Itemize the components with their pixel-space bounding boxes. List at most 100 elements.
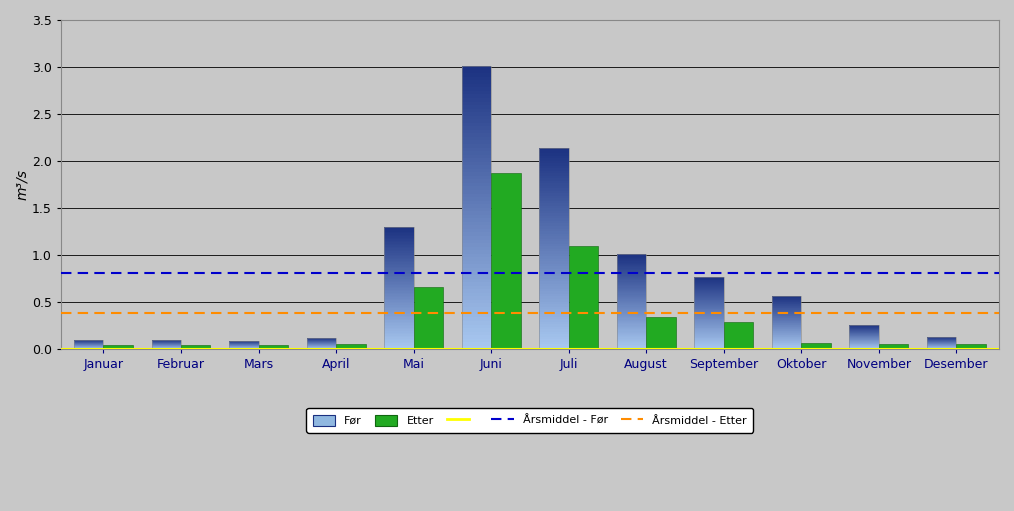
Bar: [617, 326, 646, 327]
Bar: [539, 321, 569, 324]
Bar: [539, 163, 569, 166]
Bar: [461, 324, 491, 328]
Bar: [772, 347, 801, 348]
Bar: [539, 261, 569, 264]
Bar: [617, 279, 646, 281]
Bar: [539, 148, 569, 350]
Bar: [772, 329, 801, 330]
Bar: [772, 340, 801, 341]
Bar: [695, 285, 724, 286]
Bar: [414, 287, 443, 350]
Bar: [461, 346, 491, 350]
Bar: [461, 161, 491, 165]
Bar: [384, 277, 414, 279]
Bar: [695, 301, 724, 302]
Bar: [617, 270, 646, 271]
Bar: [461, 201, 491, 204]
Bar: [695, 339, 724, 340]
Bar: [617, 266, 646, 267]
Bar: [772, 314, 801, 315]
Bar: [461, 91, 491, 95]
Bar: [461, 289, 491, 293]
Bar: [384, 279, 414, 281]
Bar: [384, 276, 414, 277]
Bar: [461, 109, 491, 112]
Bar: [695, 294, 724, 295]
Bar: [772, 307, 801, 308]
Bar: [539, 153, 569, 155]
Bar: [461, 278, 491, 282]
Bar: [617, 311, 646, 313]
Bar: [539, 228, 569, 231]
Bar: [617, 308, 646, 309]
Bar: [461, 261, 491, 264]
Bar: [384, 236, 414, 238]
Bar: [695, 338, 724, 339]
Bar: [461, 317, 491, 321]
Bar: [695, 325, 724, 326]
Bar: [772, 339, 801, 340]
Bar: [617, 271, 646, 272]
Bar: [695, 306, 724, 307]
Bar: [384, 327, 414, 328]
Bar: [695, 300, 724, 301]
Bar: [617, 336, 646, 337]
Bar: [539, 339, 569, 342]
Bar: [384, 253, 414, 254]
Bar: [617, 319, 646, 321]
Bar: [539, 309, 569, 312]
Bar: [539, 304, 569, 307]
Bar: [772, 330, 801, 331]
Bar: [772, 323, 801, 324]
Bar: [491, 173, 520, 350]
Bar: [695, 303, 724, 304]
Bar: [461, 66, 491, 69]
Bar: [695, 322, 724, 323]
Bar: [384, 339, 414, 340]
Bar: [384, 251, 414, 253]
Bar: [617, 328, 646, 329]
Bar: [695, 347, 724, 349]
Bar: [539, 206, 569, 208]
Bar: [695, 278, 724, 280]
Bar: [772, 311, 801, 312]
Bar: [695, 319, 724, 320]
Bar: [695, 330, 724, 331]
Bar: [617, 297, 646, 298]
Bar: [384, 244, 414, 245]
Bar: [384, 238, 414, 239]
Bar: [617, 314, 646, 315]
Bar: [617, 289, 646, 290]
Bar: [384, 233, 414, 235]
Bar: [617, 306, 646, 307]
Bar: [384, 300, 414, 302]
Bar: [695, 336, 724, 337]
Bar: [461, 95, 491, 98]
Bar: [461, 342, 491, 346]
Bar: [695, 299, 724, 300]
Bar: [695, 318, 724, 319]
Bar: [384, 325, 414, 327]
Bar: [461, 144, 491, 148]
Bar: [461, 300, 491, 304]
Bar: [539, 334, 569, 337]
Bar: [461, 271, 491, 275]
Bar: [461, 165, 491, 169]
Bar: [384, 294, 414, 296]
Bar: [461, 133, 491, 137]
Bar: [772, 318, 801, 319]
Bar: [617, 292, 646, 293]
Bar: [461, 215, 491, 218]
Bar: [617, 283, 646, 284]
Bar: [461, 98, 491, 102]
Bar: [539, 216, 569, 218]
Bar: [617, 257, 646, 258]
Bar: [772, 334, 801, 335]
Bar: [617, 265, 646, 266]
Bar: [461, 257, 491, 261]
Bar: [461, 190, 491, 194]
Bar: [695, 295, 724, 296]
Bar: [539, 332, 569, 334]
Bar: [539, 181, 569, 183]
Bar: [461, 307, 491, 310]
